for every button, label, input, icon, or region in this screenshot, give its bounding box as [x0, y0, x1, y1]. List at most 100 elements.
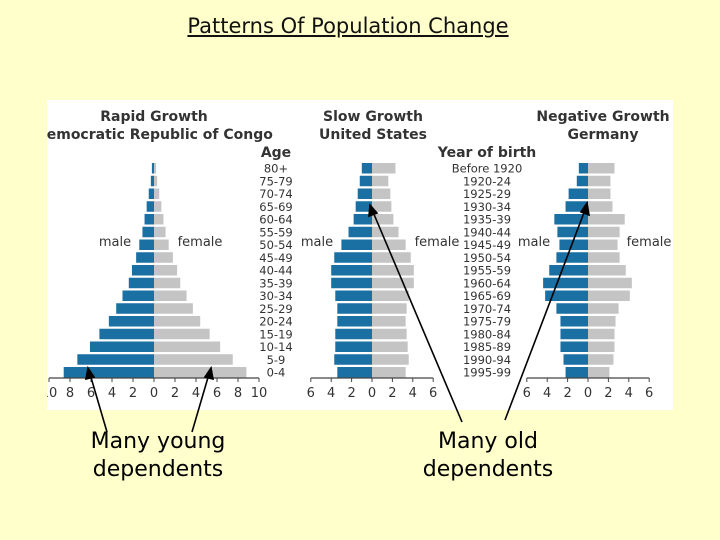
age-group-label: 5-9 — [267, 353, 286, 367]
birth-year-label: 1955-59 — [463, 264, 511, 278]
chart-title: Slow Growth — [323, 109, 423, 125]
birth-year-label: 1960-64 — [463, 276, 511, 290]
arrowhead-young-right — [203, 365, 215, 381]
bar-male — [337, 316, 372, 327]
x-tick-label: 6 — [87, 386, 95, 401]
bar-female — [588, 214, 625, 225]
bar-female — [588, 226, 620, 238]
x-tick-label: 2 — [604, 386, 612, 401]
bar-female — [154, 316, 201, 327]
bar-female — [588, 265, 626, 276]
male-label: male — [99, 235, 131, 250]
bar-female — [372, 367, 406, 378]
x-tick-label: 2 — [171, 386, 179, 401]
x-tick-label: 6 — [523, 386, 531, 401]
bar-female — [154, 290, 187, 301]
bar-male — [568, 188, 588, 199]
age-group-label: 35-39 — [259, 276, 292, 290]
bar-female — [372, 303, 407, 314]
arrowhead-young-left — [84, 365, 96, 381]
bar-female — [154, 303, 193, 314]
bar-male — [337, 367, 372, 378]
male-label: male — [518, 235, 550, 250]
caption-many-old-dependents: Many old dependents — [422, 429, 554, 482]
bar-female — [154, 341, 221, 352]
bar-male — [355, 201, 372, 212]
female-label: female — [178, 235, 223, 250]
population-pyramids-svg: Rapid Growth Democratic Republic of Congo… — [47, 109, 672, 401]
bar-male — [543, 277, 588, 289]
bar-female — [372, 265, 414, 276]
bar-female — [154, 226, 166, 238]
x-tick-label: 0 — [150, 386, 158, 401]
bar-male — [331, 277, 372, 289]
bar-female — [372, 201, 392, 212]
bar-male — [359, 175, 372, 187]
female-label: female — [627, 235, 672, 250]
bar-male — [131, 265, 154, 276]
arrowhead-old-germany — [579, 200, 591, 217]
bar-male — [557, 226, 588, 238]
bar-female — [588, 316, 616, 327]
bar-male — [554, 214, 588, 225]
birth-year-heading: Year of birth — [437, 145, 537, 161]
bar-female — [372, 354, 409, 365]
bar-female — [588, 341, 615, 352]
x-tick-label: 0 — [368, 386, 376, 401]
age-group-label: 30-34 — [259, 289, 292, 303]
bar-female — [588, 290, 630, 301]
bar-male — [150, 175, 154, 187]
bar-male — [348, 226, 372, 238]
bar-female — [372, 188, 391, 199]
bar-male — [556, 252, 588, 263]
bar-female — [154, 163, 157, 174]
x-tick-label: 6 — [429, 386, 437, 401]
bar-male — [337, 303, 372, 314]
bar-male — [559, 239, 588, 250]
age-group-label: 65-69 — [259, 200, 292, 214]
bar-female — [154, 214, 164, 225]
bar-male — [549, 265, 588, 276]
bar-female — [154, 252, 173, 263]
bar-male — [563, 354, 588, 365]
bar-male — [560, 328, 588, 340]
bar-female — [154, 175, 158, 187]
bar-female — [372, 341, 408, 352]
bar-female — [154, 201, 162, 212]
bar-female — [372, 214, 394, 225]
bar-female — [154, 265, 178, 276]
x-tick-label: 8 — [66, 386, 74, 401]
bar-male — [151, 163, 154, 174]
bar-male — [335, 328, 372, 340]
chart-subtitle: Germany — [567, 127, 638, 143]
bar-male — [136, 252, 154, 263]
bar-male — [144, 214, 154, 225]
birth-year-label: Before 1920 — [452, 162, 523, 176]
bar-male — [146, 201, 154, 212]
bar-male — [341, 239, 372, 250]
age-group-label: 80+ — [264, 162, 288, 176]
x-tick-label: 4 — [108, 386, 116, 401]
bar-female — [588, 163, 615, 174]
bar-female — [154, 188, 160, 199]
bar-male — [142, 226, 154, 238]
bar-male — [357, 188, 372, 199]
female-label: female — [415, 235, 460, 250]
bar-female — [588, 367, 610, 378]
x-tick-label: 0 — [584, 386, 592, 401]
bar-male — [560, 316, 588, 327]
age-group-label: 0-4 — [267, 366, 286, 380]
caption-many-young-dependents: Many young dependents — [90, 429, 226, 482]
bar-female — [588, 188, 611, 199]
bar-male — [108, 316, 154, 327]
arrow-old-us — [372, 211, 463, 423]
birth-year-label: 1995-99 — [463, 366, 511, 380]
bar-female — [588, 239, 618, 250]
birth-year-label: 1920-24 — [463, 174, 511, 188]
age-group-label: 20-24 — [259, 315, 292, 329]
birth-year-label: 1990-94 — [463, 353, 511, 367]
bar-male — [63, 367, 155, 378]
x-tick-label: 6 — [213, 386, 221, 401]
birth-year-label: 1930-34 — [463, 200, 511, 214]
